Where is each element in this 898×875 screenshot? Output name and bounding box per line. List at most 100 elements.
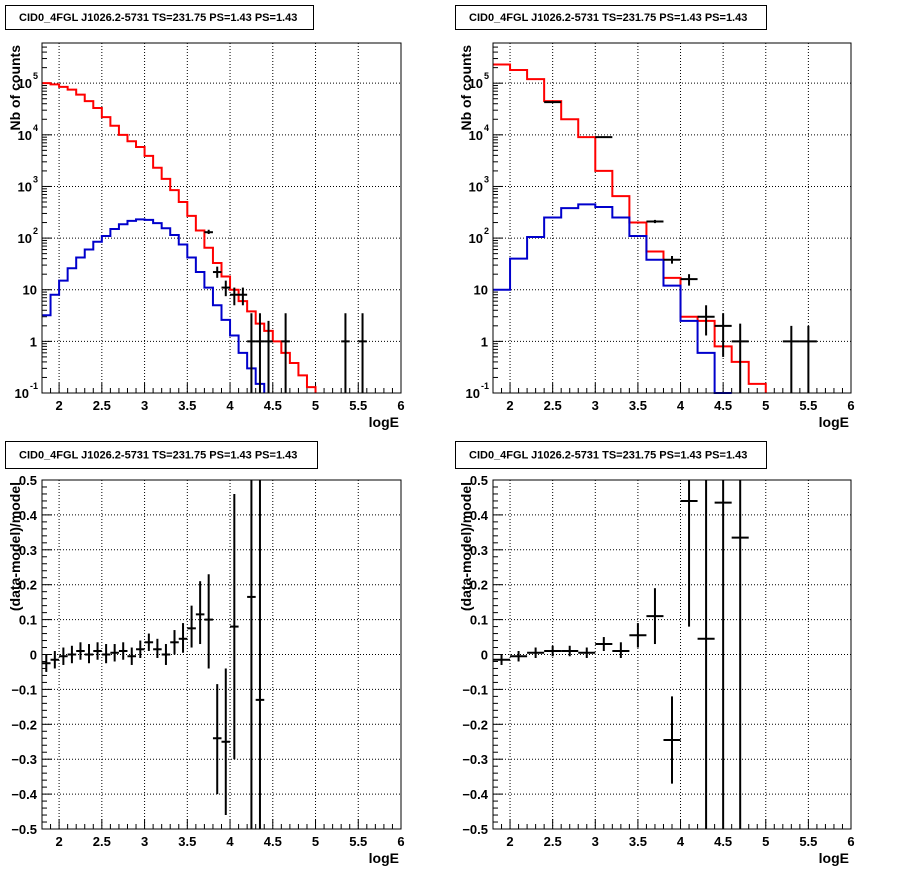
y-tick-label: 1	[30, 334, 37, 349]
data-point	[230, 493, 239, 760]
y-tick-label: 0.4	[19, 508, 38, 523]
x-tick-label: 5.5	[799, 398, 817, 413]
data-point	[714, 480, 732, 829]
y-tick-label: 0.2	[470, 578, 488, 593]
chart-title: CID0_4FGL J1026.2-5731 TS=231.75 PS=1.43…	[469, 12, 747, 24]
data-point	[663, 696, 681, 784]
y-tick-label: −0.3	[11, 752, 37, 767]
chart-title: CID0_4FGL J1026.2-5731 TS=231.75 PS=1.43…	[469, 450, 747, 462]
y-tick-exponent: 4	[33, 123, 38, 133]
data-point	[153, 638, 162, 658]
title-box	[455, 5, 767, 30]
data-point	[561, 645, 579, 657]
data-point	[127, 647, 137, 665]
data-point	[187, 605, 196, 648]
data-point	[527, 647, 545, 658]
x-tick-label: 5.5	[799, 834, 817, 849]
y-tick-label: 0.3	[19, 543, 37, 558]
y-tick-exponent: 3	[33, 174, 38, 184]
y-tick-label: −0.1	[462, 682, 488, 697]
panel-spectrum-right: CID0_4FGL J1026.2-5731 TS=231.75 PS=1.43…	[455, 5, 855, 430]
panel-residual-left: CID0_4FGL J1026.2-5731 TS=231.75 PS=1.43…	[5, 441, 405, 866]
x-tick-label: 2	[506, 398, 513, 413]
data-point	[50, 651, 60, 669]
y-tick-label: 10	[15, 386, 29, 401]
x-tick-label: 2	[55, 398, 62, 413]
data-point	[646, 588, 664, 645]
data-point	[42, 654, 51, 672]
y-tick-label: 0.5	[19, 473, 37, 488]
y-tick-label: 10	[18, 231, 32, 246]
plot-frame	[492, 42, 852, 394]
data-point	[84, 644, 94, 664]
data-point	[67, 645, 77, 664]
data-point	[782, 325, 800, 393]
plot-frame	[41, 42, 402, 394]
data-point	[714, 313, 732, 357]
data-point	[170, 630, 179, 655]
x-tick-label: 3	[592, 398, 599, 413]
x-tick-label: 3.5	[629, 834, 647, 849]
y-tick-exponent: 5	[33, 71, 38, 81]
x-tick-label: 2.5	[93, 834, 111, 849]
y-tick-label: −0.4	[462, 787, 488, 802]
data-point	[680, 480, 698, 627]
data-point	[161, 644, 171, 665]
y-axis-label: (data-model)/model	[7, 482, 23, 611]
x-tick-label: 5	[762, 834, 769, 849]
data-point	[238, 287, 248, 306]
y-tick-label: −0.3	[462, 752, 488, 767]
series-step-line	[42, 82, 317, 393]
data-point	[578, 647, 596, 658]
data-point	[264, 320, 273, 393]
x-tick-label: 3	[592, 834, 599, 849]
data-point	[204, 229, 213, 235]
x-tick-label: 3.5	[178, 398, 196, 413]
y-tick-label: 10	[18, 76, 32, 91]
y-tick-label: 0	[30, 648, 37, 663]
data-point	[118, 642, 128, 660]
x-tick-label: 3	[141, 834, 148, 849]
x-axis-label: logE	[369, 850, 399, 866]
y-tick-exponent: 5	[484, 71, 489, 81]
x-axis-label: logE	[369, 414, 399, 430]
data-point	[204, 574, 213, 669]
data-point	[221, 668, 231, 816]
y-tick-label: 10	[469, 128, 483, 143]
y-tick-label: 10	[18, 179, 32, 194]
x-tick-label: 6	[397, 834, 404, 849]
x-tick-label: 6	[847, 834, 854, 849]
y-tick-label: 0.3	[470, 543, 488, 558]
x-tick-label: 5	[762, 398, 769, 413]
x-tick-label: 4	[677, 398, 685, 413]
x-tick-label: 2.5	[93, 398, 111, 413]
data-point	[212, 266, 222, 278]
data-point	[195, 581, 205, 645]
y-tick-label: −0.5	[462, 822, 488, 837]
data-point	[247, 313, 256, 393]
y-tick-label: 0.4	[470, 508, 489, 523]
data-point	[341, 313, 350, 393]
y-tick-label: 10	[474, 283, 488, 298]
y-tick-label: 0.5	[470, 473, 488, 488]
data-point	[544, 101, 562, 104]
panel-residual-right: CID0_4FGL J1026.2-5731 TS=231.75 PS=1.43…	[455, 441, 855, 866]
y-tick-exponent: 3	[484, 174, 489, 184]
data-point	[697, 480, 715, 829]
y-tick-exponent: -1	[30, 381, 38, 391]
title-box	[455, 441, 767, 469]
y-tick-label: 10	[469, 179, 483, 194]
data-point	[281, 313, 290, 393]
data-point	[612, 642, 630, 658]
y-tick-label: 0.1	[470, 613, 488, 628]
x-axis-label: logE	[819, 850, 849, 866]
x-tick-label: 3.5	[629, 398, 647, 413]
title-box	[5, 5, 314, 30]
y-tick-label: −0.5	[11, 822, 37, 837]
x-tick-label: 5.5	[349, 398, 367, 413]
x-axis-label: logE	[819, 414, 849, 430]
y-tick-exponent: 2	[484, 226, 489, 236]
y-tick-label: 1	[481, 334, 488, 349]
y-tick-label: −0.1	[11, 682, 37, 697]
